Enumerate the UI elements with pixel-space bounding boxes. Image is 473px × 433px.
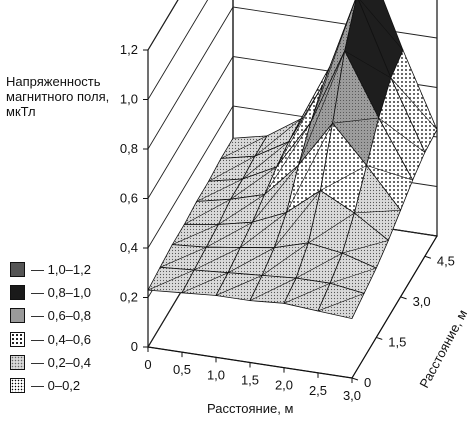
surface-diagonal <box>330 267 377 284</box>
y-tick-label: 0,4 <box>120 240 138 255</box>
depth-tick-label: 0 <box>364 375 371 390</box>
surface-diagonal <box>252 164 299 223</box>
surface-diagonal <box>283 282 331 304</box>
depth-tick-label: 1,5 <box>388 334 406 349</box>
legend: — 1,0–1,2 — 0,8–1,0 — 0,6–0,8 — 0,4–0,6 … <box>10 258 91 397</box>
surface-diagonal <box>227 247 275 273</box>
surface-diagonal <box>359 0 404 51</box>
legend-label: — 0,8–1,0 <box>31 285 91 301</box>
surface-diagonal <box>206 221 253 248</box>
surface-diagonal <box>354 209 401 214</box>
surface-diagonal <box>344 50 392 79</box>
surface-diagonal <box>298 50 345 166</box>
surface-diagonal <box>332 117 379 124</box>
legend-item: — 0,2–0,4 <box>10 351 91 374</box>
surface-diagonal <box>317 293 365 312</box>
x-tick-label: 2,5 <box>309 383 327 398</box>
surface-diagonal <box>254 118 302 157</box>
legend-item: — 0,6–0,8 <box>10 304 91 327</box>
gridline <box>147 0 179 51</box>
y-axis-title: Напряженность магнитного поля, мкТл <box>6 74 110 119</box>
surface-diagonal <box>240 212 287 248</box>
surface-diagonal <box>261 242 309 276</box>
surface-diagonal <box>249 277 297 301</box>
legend-label: — 1,0–1,2 <box>31 262 91 278</box>
surface-diagonal <box>310 0 356 123</box>
legend-item: — 1,0–1,2 <box>10 258 91 281</box>
legend-item: — 0,4–0,6 <box>10 328 91 351</box>
depth-tick <box>424 255 432 259</box>
surface-diagonal <box>208 155 256 182</box>
y-tick-label: 1,2 <box>120 42 138 57</box>
legend-item: — 0,8–1,0 <box>10 281 91 304</box>
surface-diagonal <box>194 247 241 271</box>
gridline <box>147 0 209 100</box>
surface-diagonal <box>220 135 268 159</box>
surface-diagonal <box>184 198 231 225</box>
legend-item: — 0–0,2 <box>10 374 91 397</box>
surface-diagonal <box>276 84 324 167</box>
x-tick-label: 0 <box>144 357 151 372</box>
x-tick-label: 2,0 <box>275 378 293 393</box>
y-tick-label: 0,6 <box>120 191 138 206</box>
surface-diagonal <box>264 122 311 195</box>
surface-diagonal <box>378 117 426 153</box>
legend-swatch <box>10 331 25 347</box>
depth-axis <box>351 235 438 379</box>
surface-diagonal <box>288 57 336 142</box>
surface-mesh <box>147 0 438 320</box>
surface-diagonal <box>295 252 343 279</box>
legend-swatch <box>10 285 25 301</box>
surface-diagonal <box>242 141 290 180</box>
depth-tick <box>376 336 383 340</box>
legend-swatch <box>10 308 25 324</box>
depth-axis-title: Расстояние, м <box>416 307 470 390</box>
surface-diagonal <box>286 123 333 213</box>
x-tick-label: 3,0 <box>343 388 361 403</box>
legend-label: — 0,4–0,6 <box>31 331 91 347</box>
x-tick-label: 1,5 <box>241 373 259 388</box>
surface-diagonal <box>160 246 207 268</box>
x-tick-label: 0,5 <box>173 362 191 377</box>
y-tick-label: 1,0 <box>120 92 138 107</box>
surface-diagonal <box>218 194 265 225</box>
depth-tick-label: 4,5 <box>437 253 455 268</box>
y-tick-label: 0 <box>131 339 138 354</box>
legend-swatch <box>10 378 25 394</box>
surface-diagonal <box>230 166 277 200</box>
surface-diagonal <box>196 178 243 202</box>
depth-tick <box>400 296 407 300</box>
legend-label: — 0–0,2 <box>31 378 81 394</box>
legend-label: — 0,6–0,8 <box>31 308 91 324</box>
y-tick-label: 0,2 <box>120 290 138 305</box>
surface-diagonal <box>342 240 389 254</box>
legend-swatch <box>10 262 25 278</box>
surface-diagonal <box>366 165 413 181</box>
x-tick-label: 1,0 <box>207 367 225 382</box>
surface-diagonal <box>274 190 321 248</box>
x-axis-title: Расстояние, м <box>207 401 293 416</box>
surface-diagonal <box>320 165 367 191</box>
depth-tick-label: 3,0 <box>413 294 431 309</box>
surface-diagonal <box>172 224 219 245</box>
depth-tick <box>351 377 359 381</box>
surface-diagonal <box>390 77 438 130</box>
chart-axes: 00,20,40,60,81,01,20 0,5 1,0 1,5 2,0 2,5 3,001… <box>120 42 455 403</box>
legend-swatch <box>10 354 25 370</box>
surface-diagonal <box>215 275 263 296</box>
surface-diagonal <box>308 212 355 244</box>
surface-diagonal <box>181 272 229 294</box>
surface-diagonal <box>147 269 195 291</box>
legend-label: — 0,2–0,4 <box>31 354 91 370</box>
y-tick-label: 0,8 <box>120 141 138 156</box>
